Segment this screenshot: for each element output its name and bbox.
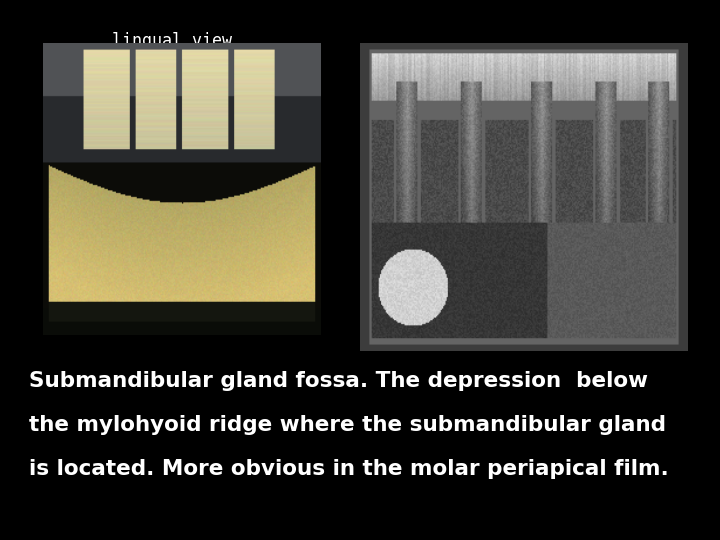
Text: the mylohyoid ridge where the submandibular gland: the mylohyoid ridge where the submandibu… [29, 415, 666, 435]
Text: is located. More obvious in the molar periapical film.: is located. More obvious in the molar pe… [29, 459, 669, 480]
Text: lingual view: lingual view [112, 31, 232, 50]
Text: Submandibular gland fossa. The depression  below: Submandibular gland fossa. The depressio… [29, 370, 648, 391]
